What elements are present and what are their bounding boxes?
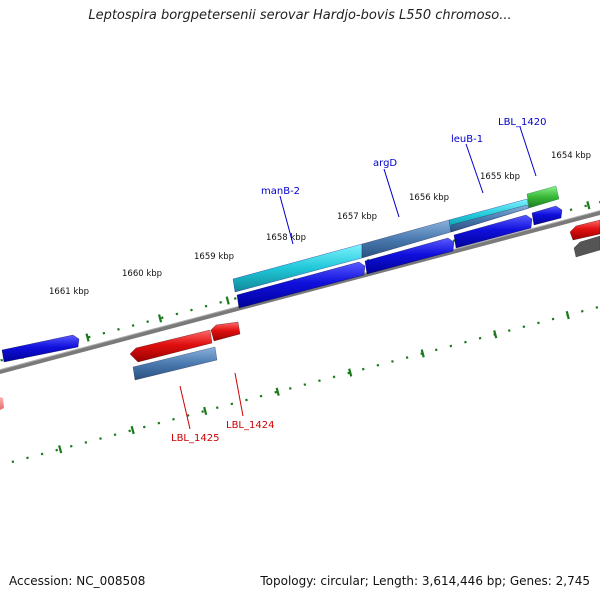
cds-forward-arrow bbox=[364, 237, 455, 275]
tick-label: 1659 kbp bbox=[194, 252, 234, 262]
cds-reverse-arrow-right bbox=[569, 219, 600, 241]
cds-reverse-pink-edge bbox=[0, 397, 4, 410]
cds-forward-arrow bbox=[453, 214, 533, 249]
cds-forward-arrow bbox=[236, 261, 366, 309]
forward-cds-track[interactable] bbox=[1, 205, 563, 363]
gene-label-lbl-1424: LBL_1424 bbox=[226, 420, 274, 431]
tick-label: 1658 kbp bbox=[266, 233, 306, 243]
tick-label: 1656 kbp bbox=[409, 193, 449, 203]
tick-label: 1654 kbp bbox=[551, 151, 591, 161]
tick-label: 1657 kbp bbox=[337, 212, 377, 222]
inner-tick-dots bbox=[11, 292, 600, 464]
cds-reverse-arrow bbox=[210, 321, 241, 342]
gene-label-manb-2: manB-2 bbox=[261, 186, 300, 197]
gene-labels: LBL_1420 leuB-1 argD manB-2 LBL_1424 LBL… bbox=[171, 117, 546, 444]
cds-forward-arrow bbox=[531, 205, 563, 226]
outer-tick-dots bbox=[0, 199, 600, 366]
genome-summary-text: Topology: circular; Length: 3,614,446 bp… bbox=[260, 574, 590, 588]
gene-label-argd: argD bbox=[373, 158, 397, 169]
accession-text: Accession: NC_008508 bbox=[9, 574, 146, 588]
reverse-cds-track[interactable] bbox=[0, 219, 600, 410]
gene-label-lbl-1420: LBL_1420 bbox=[498, 117, 546, 128]
genome-backbone bbox=[0, 210, 600, 375]
inner-tick-ring bbox=[11, 292, 600, 464]
tick-label: 1655 kbp bbox=[480, 172, 520, 182]
map-title: Leptospira borgpetersenii serovar Hardjo… bbox=[88, 8, 512, 23]
cds-reverse-grey-right bbox=[573, 235, 600, 258]
tick-label: 1661 kbp bbox=[49, 287, 89, 297]
cds-forward-arrow-left bbox=[1, 334, 80, 363]
gene-label-lbl-1425: LBL_1425 bbox=[171, 433, 219, 444]
gene-feature-steel-lbl1425 bbox=[132, 346, 218, 381]
gene-label-leub-1: leuB-1 bbox=[451, 134, 483, 145]
cds-reverse-arrow bbox=[129, 329, 213, 363]
tick-label: 1660 kbp bbox=[122, 269, 162, 279]
gene-leader-lines bbox=[179, 126, 537, 430]
forward-outer-track[interactable] bbox=[232, 185, 560, 293]
gene-feature-green-lbl1420 bbox=[526, 185, 560, 209]
reverse-outer-track[interactable] bbox=[132, 346, 218, 381]
inner-major-ticks bbox=[58, 310, 570, 454]
tick-labels: 1654 kbp 1655 kbp 1656 kbp 1657 kbp 1658… bbox=[49, 151, 591, 297]
